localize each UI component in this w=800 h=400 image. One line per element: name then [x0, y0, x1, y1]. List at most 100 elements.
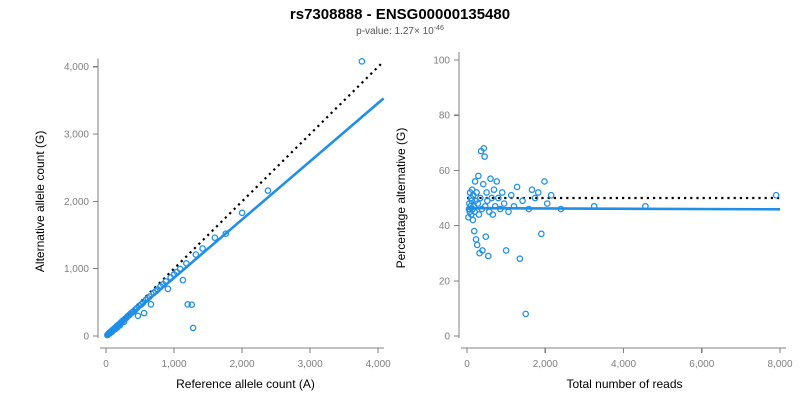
right-data-point [476, 194, 484, 202]
left-data-point [189, 324, 197, 332]
right-data-point [473, 189, 480, 196]
right-data-point [513, 183, 521, 191]
right-data-point [528, 186, 536, 194]
left-data-point [144, 294, 152, 302]
right-x-tick-label: 0 [464, 359, 470, 370]
left-data-point [162, 278, 170, 285]
left-data-point [264, 187, 272, 194]
right-data-point [480, 144, 488, 152]
right-data-point [473, 241, 481, 249]
right-y-tick-label: 80 [439, 111, 451, 122]
left-data-point [182, 259, 190, 267]
left-y-tick-label: 2,000 [64, 197, 89, 208]
right-data-point [483, 189, 490, 196]
left-data-point [147, 301, 155, 308]
right-y-tick-label: 0 [444, 332, 450, 343]
left-data-point [146, 293, 153, 300]
left-y-tick-label: 0 [83, 332, 89, 343]
right-data-point [541, 178, 548, 185]
right-data-point [519, 197, 526, 205]
left-data-point [176, 265, 184, 273]
left-data-point [238, 209, 246, 217]
right-data-point [507, 191, 515, 199]
right-data-point [516, 255, 524, 263]
left-data-point [130, 308, 137, 315]
left-data-point [179, 276, 187, 284]
left-data-point [192, 251, 200, 258]
right-data-point [525, 205, 533, 213]
right-data-point [493, 178, 501, 185]
right-data-point [538, 230, 545, 238]
right-data-point [471, 178, 479, 185]
panel-left-scatter: 0 1,000 2,000 3,000 4,000 0 1,000 2,000 3,000 4,0… [33, 58, 391, 391]
right-data-point [772, 191, 780, 199]
right-data-point [481, 153, 488, 160]
left-data-point [134, 312, 142, 320]
right-data-point [494, 194, 502, 202]
left-x-tick-label: 4,000 [366, 359, 391, 370]
right-data-point [487, 175, 494, 183]
right-y-tick-label: 40 [439, 221, 451, 232]
right-data-point [496, 205, 504, 213]
right-data-point [474, 200, 482, 207]
right-data-point [491, 202, 499, 210]
right-data-point [490, 186, 498, 194]
right-x-tick-label: 2,000 [533, 359, 558, 370]
left-y-tick-label: 1,000 [64, 264, 89, 275]
right-data-point [534, 189, 542, 196]
right-data-point [547, 191, 555, 199]
left-data-point [138, 301, 145, 308]
right-x-tick-label: 4,000 [611, 359, 636, 370]
right-y-tick-label: 100 [433, 56, 450, 67]
right-data-point [505, 208, 512, 216]
right-data-point [470, 227, 478, 235]
right-data-point [502, 247, 510, 254]
right-data-point [481, 202, 489, 210]
right-data-point [488, 194, 495, 202]
left-y-tick-label: 3,000 [64, 130, 89, 141]
left-x-tick-label: 1,000 [162, 359, 187, 370]
right-data-point [531, 194, 539, 202]
right-y-axis-title: Percentage alternative (G) [394, 128, 408, 269]
right-data-point [469, 216, 477, 224]
figure-subtitle: p-value: 1.27× 10-46 [356, 25, 444, 37]
left-data-point [222, 230, 230, 238]
left-data-point [199, 245, 206, 252]
right-data-point [642, 202, 649, 210]
right-data-point [543, 200, 551, 207]
left-x-tick-label: 3,000 [298, 359, 323, 370]
left-data-point [188, 301, 196, 309]
right-fit-line [466, 206, 781, 211]
figure-title: rs7308888 - ENSG00000135480 [290, 6, 510, 23]
right-data-point [590, 202, 598, 210]
left-data-point [358, 58, 366, 65]
right-data-point [485, 252, 492, 260]
right-data-point [479, 247, 486, 254]
subtitle-exponent: -46 [434, 25, 444, 32]
right-data-point [489, 211, 497, 218]
left-data-point [131, 306, 139, 314]
right-y-tick-label: 60 [439, 166, 451, 177]
left-y-tick-label: 4,000 [64, 62, 89, 73]
left-data-point [140, 309, 148, 317]
left-y-axis-title: Alternative allele count (G) [33, 131, 47, 272]
panel-right-scatter: 0 20 40 60 80 100 0 2,000 4,000 6,000 8,000 Total n… [394, 52, 793, 391]
left-x-axis-title: Reference allele count (A) [176, 377, 315, 391]
right-data-point [479, 180, 487, 188]
right-x-axis-title: Total number of reads [566, 377, 682, 391]
left-x-tick-label: 2,000 [230, 359, 255, 370]
subtitle-prefix: p-value: 1.27× 10 [356, 26, 434, 37]
right-data-point [475, 211, 483, 218]
right-data-point [498, 189, 506, 196]
right-data-point [482, 233, 490, 240]
left-x-tick-label: 0 [103, 359, 109, 370]
right-data-point [510, 202, 518, 210]
right-x-tick-label: 8,000 [768, 359, 793, 370]
right-data-point [557, 205, 565, 213]
right-data-point [475, 172, 482, 180]
right-data-point [522, 310, 530, 318]
right-data-point [500, 200, 508, 207]
right-x-tick-label: 6,000 [689, 359, 714, 370]
